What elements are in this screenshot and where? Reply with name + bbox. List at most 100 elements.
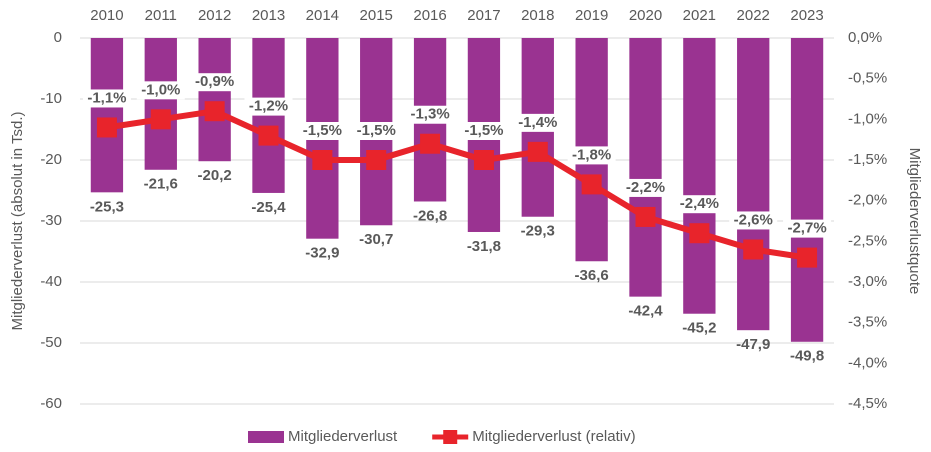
bar-value-label: -31,8 [467,238,501,255]
bar-value-label: -25,4 [251,199,286,216]
x-tick-label: 2011 [145,7,177,24]
line-value-label: -1,5% [303,122,342,139]
label-bg [352,122,401,140]
bar-value-label: -42,4 [628,303,663,320]
x-tick-label: 2012 [198,7,231,24]
x-tick-label: 2015 [360,7,393,24]
bar [90,38,124,193]
bar-value-label: -25,3 [90,198,124,215]
y-axis-label: Mitgliederverlust (absolut in Tsd.) [9,112,26,331]
bar-value-label: -26,8 [413,207,447,224]
marker [204,101,225,122]
marker [581,174,602,195]
y-tick-label: -40 [40,273,62,290]
line-value-label: -2,4% [680,195,719,212]
legend-swatch [443,430,458,444]
y2-tick-label: -2,5% [848,232,887,249]
x-tick-label: 2019 [575,7,608,24]
y2-tick-label: -3,0% [848,273,887,290]
bar-value-label: -29,3 [521,223,555,240]
line-value-label: -1,8% [572,146,611,163]
label-bg [136,81,185,100]
label-bg [621,178,670,197]
label-bg [783,219,832,238]
bar [683,38,716,314]
label-bg [513,113,562,132]
label-bg [567,146,616,165]
y2-tick-label: -3,5% [848,314,887,331]
bar-value-label: -47,9 [736,336,770,353]
bar-value-label: -30,7 [359,231,393,248]
line-value-label: -2,7% [787,220,826,237]
x-tick-label: 2013 [252,7,285,24]
y2-tick-label: -4,5% [848,395,887,412]
y2-tick-label: 0,0% [848,29,882,46]
x-tick-label: 2014 [306,7,339,24]
label-bg [82,89,131,108]
x-tick-label: 2020 [629,7,662,24]
y-tick-label: -60 [40,395,62,412]
marker [96,117,117,138]
marker [150,109,171,130]
label-bg [406,105,455,124]
y2-tick-label: -4,0% [848,354,887,371]
line-value-label: -1,3% [410,106,449,123]
line-value-label: -1,5% [464,122,503,139]
legend-label: Mitgliederverlust [288,428,398,445]
bar [790,38,824,342]
x-tick-label: 2010 [90,7,123,24]
marker [366,150,387,170]
legend-label: Mitgliederverlust (relativ) [472,428,635,445]
y2-tick-label: -0,5% [848,70,887,87]
y-tick-label: -20 [40,151,62,168]
x-tick-label: 2016 [413,7,446,24]
bar-value-label: -49,8 [790,348,824,365]
label-bg [244,97,293,116]
label-bg [729,211,778,230]
marker [527,141,548,162]
legend-swatch [248,431,284,443]
label-bg [459,122,508,140]
bar [198,38,231,162]
x-tick-label: 2022 [737,7,770,24]
x-tick-label: 2018 [521,7,554,24]
marker [312,150,333,170]
marker [258,125,279,146]
y2-tick-label: -1,0% [848,110,887,127]
line-value-label: -1,5% [357,122,396,139]
y-tick-label: -30 [40,212,62,229]
line-value-label: -1,2% [249,98,288,115]
marker [420,133,441,154]
line-value-label: -1,0% [141,81,180,98]
x-tick-label: 2021 [683,7,716,24]
label-bg [675,195,724,214]
y-tick-label: -10 [40,90,62,107]
y-tick-label: -50 [40,334,62,351]
line-value-label: -0,9% [195,73,234,90]
marker [743,239,764,260]
x-tick-label: 2017 [467,7,500,24]
bar-value-label: -45,2 [682,320,716,337]
bar-value-label: -21,6 [144,176,178,193]
bar-value-label: -20,2 [198,167,232,184]
y2-tick-label: -2,0% [848,192,887,209]
bar-value-label: -32,9 [305,245,339,262]
bar-value-label: -36,6 [575,267,609,284]
label-bg [298,122,347,140]
line-value-label: -2,2% [626,179,665,196]
bar [737,38,770,331]
bar [629,38,662,297]
line-value-label: -1,4% [518,114,557,131]
y2-tick-label: -1,5% [848,151,887,168]
label-bg [190,73,239,92]
marker [689,223,710,244]
line-value-label: -2,6% [734,211,773,228]
y-tick-label: 0 [54,29,62,46]
x-tick-label: 2023 [790,7,823,24]
marker [797,247,818,268]
marker [635,206,656,227]
line-value-label: -1,1% [87,89,126,106]
y2-axis-label: Mitgliederverlustquote [906,148,923,295]
bar [144,38,177,170]
